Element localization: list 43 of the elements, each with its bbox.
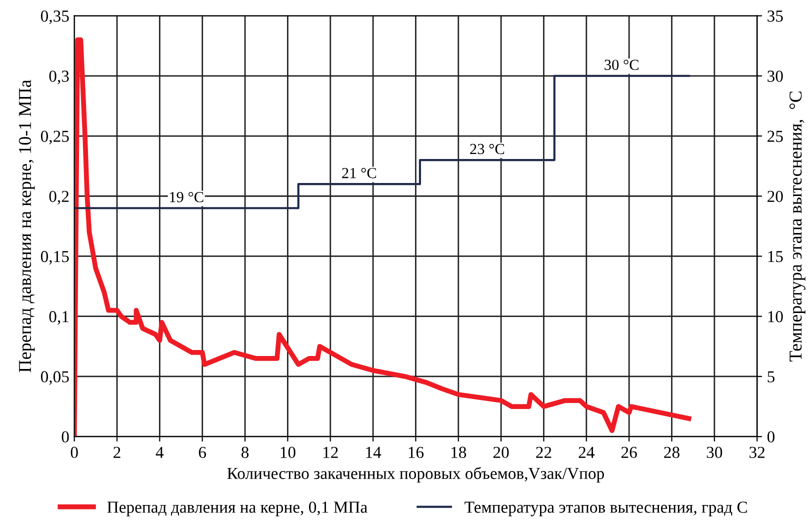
- y-tick-label: 0,3: [49, 70, 69, 84]
- y2-axis-title: Температура этапа вытеснения, °C: [790, 92, 806, 362]
- legend-label: Перепад давления на керне, 0,1 МПа: [107, 502, 368, 516]
- x-tick-label: 4: [156, 446, 164, 458]
- annotation: 19 °C: [170, 192, 204, 202]
- x-tick-label: 20: [493, 446, 509, 458]
- annotation: 21 °C: [342, 168, 376, 178]
- x-tick-label: 10: [280, 446, 296, 458]
- y2-tick-label: 15: [768, 251, 783, 262]
- x-tick-label: 8: [241, 446, 249, 458]
- annotation: 23 °C: [470, 144, 504, 154]
- y2-tick-label: 30: [768, 70, 783, 82]
- line-series: [74, 37, 692, 437]
- x-tick-label: 26: [621, 446, 637, 458]
- x-tick-label: 14: [366, 446, 382, 458]
- y-tick-label: 0,25: [40, 130, 69, 144]
- y-axis-title: Перепад давления на керне, 10-1 МПа: [18, 80, 35, 372]
- y-tick-label: 0: [62, 431, 69, 443]
- y-tick-label: 0,35: [40, 10, 69, 24]
- y2-tick-label: 0: [767, 431, 775, 443]
- y2-tick-label: 20: [768, 190, 783, 202]
- y2-tick-label: 5: [768, 371, 774, 382]
- x-tick-label: 24: [578, 446, 594, 458]
- annotation: 30 °C: [604, 60, 638, 70]
- y2-tick-label: 10: [768, 311, 783, 322]
- x-tick-label: 6: [198, 446, 206, 458]
- legend-label: Температура этапов вытеснения, град С: [464, 502, 747, 516]
- y-tick-label: 0,05: [40, 371, 69, 385]
- x-tick-label: 2: [114, 446, 120, 458]
- y-tick-label: 0,1: [49, 311, 68, 325]
- x-axis-title: Количество закаченных поровых объемов,Vзак/Vпор: [227, 466, 604, 482]
- y2-tick-label: 25: [768, 130, 783, 142]
- y-tick-label: 0,2: [49, 190, 69, 204]
- x-tick-label: 16: [408, 446, 424, 458]
- x-tick-label: 0: [70, 446, 78, 458]
- x-tick-label: 22: [536, 446, 552, 458]
- x-tick-label: 18: [452, 446, 466, 458]
- x-tick-label: 12: [324, 446, 338, 458]
- x-tick-label: 32: [750, 446, 765, 458]
- y2-tick-label: 35: [768, 10, 783, 22]
- y-tick-label: 0,15: [40, 250, 69, 265]
- x-tick-label: 28: [664, 446, 680, 458]
- x-tick-label: 30: [706, 446, 722, 458]
